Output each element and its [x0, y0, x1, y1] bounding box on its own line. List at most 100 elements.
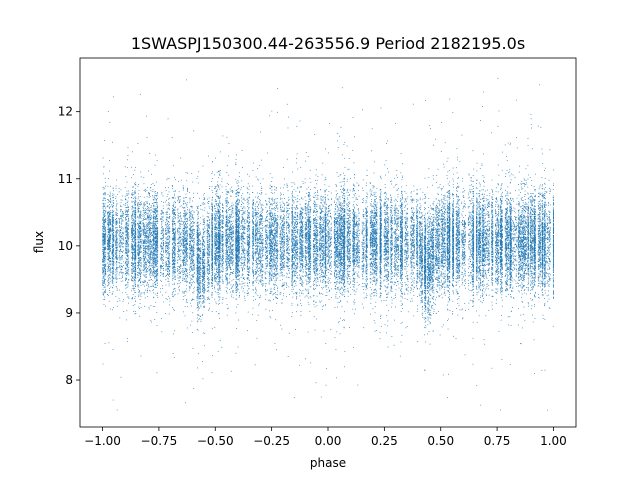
- data-point: [249, 280, 250, 281]
- data-point: [191, 259, 192, 260]
- data-point: [150, 207, 151, 208]
- data-point: [436, 230, 437, 231]
- data-point: [435, 213, 436, 214]
- data-point: [444, 257, 445, 258]
- data-point: [348, 236, 349, 237]
- data-point: [322, 200, 323, 201]
- data-point: [489, 226, 490, 227]
- data-point: [322, 174, 323, 175]
- data-point: [280, 325, 281, 326]
- data-point: [429, 285, 430, 286]
- data-point: [386, 143, 387, 144]
- data-point: [321, 397, 322, 398]
- data-point: [127, 212, 128, 213]
- data-point: [190, 216, 191, 217]
- data-point: [174, 194, 175, 195]
- data-point: [422, 199, 423, 200]
- data-point: [384, 300, 385, 301]
- data-point: [172, 185, 173, 186]
- data-point: [327, 269, 328, 270]
- data-point: [228, 156, 229, 157]
- data-point: [429, 321, 430, 322]
- data-point: [473, 181, 474, 182]
- data-point: [178, 248, 179, 249]
- data-point: [203, 234, 204, 235]
- data-point: [334, 259, 335, 260]
- data-point: [168, 238, 169, 239]
- data-point: [310, 276, 311, 277]
- data-point: [282, 299, 283, 300]
- data-point: [128, 247, 129, 248]
- data-point: [477, 180, 478, 181]
- data-point: [147, 187, 148, 188]
- data-point: [356, 199, 357, 200]
- data-point: [456, 190, 457, 191]
- data-point: [306, 214, 307, 215]
- data-point: [539, 243, 540, 244]
- data-point: [186, 237, 187, 238]
- data-point: [261, 216, 262, 217]
- data-point: [280, 202, 281, 203]
- data-point: [174, 295, 175, 296]
- data-point: [231, 284, 232, 285]
- data-point: [193, 288, 194, 289]
- data-point: [247, 217, 248, 218]
- data-point: [151, 233, 152, 234]
- data-point: [347, 291, 348, 292]
- data-point: [163, 202, 164, 203]
- data-point: [131, 177, 132, 178]
- data-point: [140, 202, 141, 203]
- data-point: [168, 249, 169, 250]
- data-point: [501, 294, 502, 295]
- data-point: [173, 214, 174, 215]
- data-point: [514, 244, 515, 245]
- data-point: [193, 270, 194, 271]
- data-point: [414, 191, 415, 192]
- data-point: [133, 194, 134, 195]
- data-point: [542, 186, 543, 187]
- data-point: [479, 277, 480, 278]
- data-point: [331, 267, 332, 268]
- data-point: [225, 275, 226, 276]
- data-point: [257, 220, 258, 221]
- data-point: [162, 274, 163, 275]
- data-point: [396, 259, 397, 260]
- data-point: [385, 228, 386, 229]
- data-point: [339, 281, 340, 282]
- data-point: [429, 305, 430, 306]
- data-point: [305, 231, 306, 232]
- data-point: [406, 235, 407, 236]
- data-point: [444, 292, 445, 293]
- data-point: [257, 248, 258, 249]
- data-point: [386, 233, 387, 234]
- data-point: [185, 276, 186, 277]
- data-point: [127, 221, 128, 222]
- data-point: [207, 228, 208, 229]
- data-point: [133, 201, 134, 202]
- data-point: [507, 213, 508, 214]
- data-point: [524, 220, 525, 221]
- data-point: [199, 230, 200, 231]
- data-point: [301, 279, 302, 280]
- data-point: [215, 186, 216, 187]
- data-point: [313, 233, 314, 234]
- data-point: [216, 190, 217, 191]
- data-point: [113, 190, 114, 191]
- data-point: [149, 217, 150, 218]
- data-point: [126, 247, 127, 248]
- data-point: [516, 240, 517, 241]
- data-point: [209, 219, 210, 220]
- data-point: [362, 286, 363, 287]
- data-point: [391, 197, 392, 198]
- data-point: [202, 238, 203, 239]
- data-point: [531, 237, 532, 238]
- data-point: [387, 213, 388, 214]
- data-point: [217, 261, 218, 262]
- data-point: [408, 246, 409, 247]
- data-point: [328, 191, 329, 192]
- data-point: [459, 224, 460, 225]
- data-point: [456, 263, 457, 264]
- data-point: [416, 283, 417, 284]
- data-point: [407, 196, 408, 197]
- data-point: [356, 199, 357, 200]
